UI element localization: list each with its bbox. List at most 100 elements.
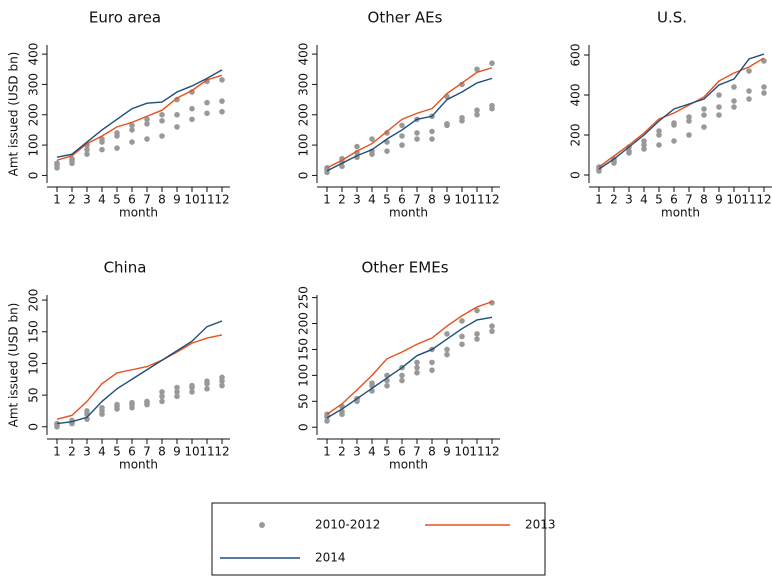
y-tick-label: 100: [27, 352, 41, 375]
x-tick-label: 3: [625, 193, 633, 207]
x-tick-label: 9: [443, 193, 451, 207]
scatter-point: [429, 128, 435, 135]
scatter-point: [444, 351, 450, 358]
x-tick-label: 7: [413, 193, 421, 207]
x-tick-label: 11: [741, 193, 756, 207]
scatter-point: [701, 106, 707, 112]
scatter-point: [174, 384, 180, 391]
scatter-point: [384, 130, 390, 136]
x-tick-label: 1: [53, 445, 61, 459]
scatter-point: [459, 114, 465, 121]
x-tick-label: 6: [128, 445, 136, 459]
x-tick-label: 6: [670, 193, 678, 207]
y-tick-label: 100: [297, 364, 311, 387]
x-tick-label: 1: [53, 193, 61, 207]
x-tick-label: 12: [214, 193, 229, 207]
scatter-point: [489, 60, 495, 66]
x-tick-label: 11: [199, 193, 214, 207]
scatter-point: [489, 323, 495, 329]
legend-label: 2014: [315, 551, 346, 565]
scatter-point: [369, 136, 375, 142]
x-tick-label: 4: [98, 193, 106, 207]
series-line: [56, 334, 223, 420]
scatter-point: [129, 399, 135, 406]
y-tick-label: 200: [27, 289, 41, 312]
scatter-point: [761, 90, 767, 96]
scatter-point: [414, 359, 420, 366]
scatter-point: [474, 107, 480, 114]
scatter-point: [114, 145, 120, 151]
x-tick-label: 3: [83, 445, 91, 459]
panel-title: U.S.: [657, 9, 687, 27]
y-tick-label: 300: [297, 73, 311, 96]
scatter-point: [354, 143, 360, 150]
scatter-point: [731, 84, 737, 90]
x-tick-label: 12: [484, 193, 499, 207]
x-tick-label: 11: [199, 445, 214, 459]
y-tick-label: 250: [297, 286, 311, 309]
scatter-point: [761, 84, 767, 90]
x-tick-label: 8: [428, 445, 436, 459]
scatter-point: [399, 122, 405, 129]
scatter-point: [219, 108, 225, 115]
x-axis-label: month: [119, 458, 158, 472]
x-tick-label: 9: [715, 193, 723, 207]
x-tick-label: 7: [413, 445, 421, 459]
scatter-point: [474, 336, 480, 342]
scatter-point: [114, 401, 120, 408]
x-tick-label: 12: [756, 193, 771, 207]
x-axis-label: month: [389, 458, 428, 472]
scatter-point: [414, 136, 420, 142]
x-tick-label: 8: [428, 193, 436, 207]
scatter-point: [129, 139, 135, 145]
y-axis-label: Amt issued (USD bn): [7, 303, 21, 428]
scatter-point: [671, 138, 677, 144]
y-tick-label: 200: [297, 312, 311, 335]
scatter-point: [144, 136, 150, 142]
scatter-point: [399, 133, 405, 139]
scatter-point: [324, 418, 330, 424]
x-tick-label: 7: [685, 193, 693, 207]
scatter-point: [204, 99, 210, 106]
series-line: [326, 301, 493, 415]
scatter-point: [189, 389, 195, 395]
x-tick-label: 6: [128, 193, 136, 207]
scatter-point: [656, 128, 662, 134]
x-tick-label: 1: [595, 193, 603, 207]
x-tick-label: 8: [158, 193, 166, 207]
x-tick-label: 12: [484, 445, 499, 459]
scatter-point: [84, 408, 90, 414]
y-tick-label: 200: [27, 103, 41, 126]
y-tick-label: 0: [27, 423, 41, 431]
x-tick-label: 7: [143, 193, 151, 207]
x-tick-label: 4: [368, 445, 376, 459]
x-tick-label: 11: [469, 445, 484, 459]
x-tick-label: 1: [323, 445, 331, 459]
x-tick-label: 9: [173, 193, 181, 207]
x-tick-label: 2: [610, 193, 618, 207]
scatter-point: [746, 68, 752, 74]
scatter-point: [489, 102, 495, 109]
y-tick-label: 200: [569, 124, 583, 147]
scatter-point: [716, 104, 722, 110]
legend-label: 2013: [525, 518, 556, 532]
scatter-point: [399, 377, 405, 384]
x-tick-label: 2: [68, 193, 76, 207]
scatter-point: [444, 346, 450, 353]
scatter-point: [69, 155, 75, 162]
x-tick-label: 10: [726, 193, 741, 207]
scatter-point: [444, 121, 450, 127]
scatter-point: [159, 118, 165, 124]
scatter-point: [144, 121, 150, 127]
x-tick-label: 3: [353, 193, 361, 207]
y-tick-label: 400: [297, 43, 311, 66]
y-tick-label: 100: [27, 134, 41, 157]
scatter-point: [99, 146, 105, 153]
scatter-point: [99, 404, 105, 411]
scatter-point: [159, 133, 165, 139]
scatter-point: [701, 124, 707, 130]
scatter-point: [746, 96, 752, 102]
scatter-point: [219, 374, 225, 381]
series-line: [326, 316, 493, 419]
x-axis-label: month: [661, 206, 700, 220]
